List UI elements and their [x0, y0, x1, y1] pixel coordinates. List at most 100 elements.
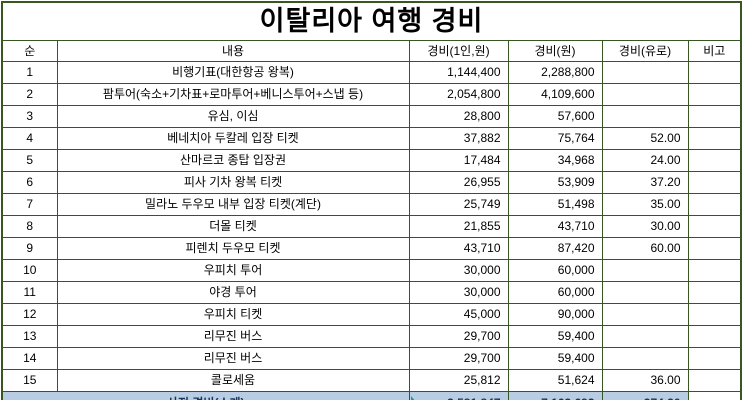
cell-desc[interactable]: 피렌치 두우모 티켓: [56, 237, 410, 260]
cell-cost-per-person[interactable]: 43,710: [408, 237, 509, 260]
header-cost-per-person[interactable]: 경비(1인,원): [408, 40, 509, 62]
cell-desc[interactable]: 야경 투어: [56, 281, 410, 304]
cell-cost-euro[interactable]: [601, 83, 689, 106]
cell-cost-won[interactable]: 2,288,800: [507, 61, 603, 84]
cell-cost-won[interactable]: 90,000: [507, 303, 603, 326]
cell-cost-won[interactable]: 60,000: [507, 281, 603, 304]
cell-cost-euro[interactable]: [601, 259, 689, 282]
cell-no[interactable]: 13: [1, 325, 58, 348]
cell-no[interactable]: 2: [1, 83, 58, 106]
header-cost-won[interactable]: 경비(원): [507, 40, 603, 62]
cell-cost-per-person[interactable]: 25,749: [408, 193, 509, 216]
cell-desc[interactable]: 산마르코 종탑 입장권: [56, 149, 410, 172]
cell-cost-euro[interactable]: 30.00: [601, 215, 689, 238]
cell-desc[interactable]: 리무진 버스: [56, 347, 410, 370]
cell-cost-euro[interactable]: 37.20: [601, 171, 689, 194]
cell-cost-euro[interactable]: 24.00: [601, 149, 689, 172]
cell-cost-per-person[interactable]: 25,812: [408, 369, 509, 392]
total-label[interactable]: 사전 경비(소계): [1, 391, 410, 400]
cell-cost-euro[interactable]: [601, 281, 689, 304]
cell-cost-won[interactable]: 59,400: [507, 347, 603, 370]
cell-cost-per-person[interactable]: 17,484: [408, 149, 509, 172]
cell-note[interactable]: [687, 303, 742, 326]
cell-no[interactable]: 4: [1, 127, 58, 150]
cell-cost-won[interactable]: 51,624: [507, 369, 603, 392]
cell-note[interactable]: [687, 347, 742, 370]
total-note[interactable]: [687, 391, 742, 400]
cell-desc[interactable]: 피사 기차 왕복 티켓: [56, 171, 410, 194]
cell-note[interactable]: [687, 61, 742, 84]
cell-cost-euro[interactable]: [601, 105, 689, 128]
cell-cost-won[interactable]: 43,710: [507, 215, 603, 238]
cell-note[interactable]: [687, 193, 742, 216]
cell-desc[interactable]: 콜로세움: [56, 369, 410, 392]
cell-desc[interactable]: 베네치아 두칼레 입장 티켓: [56, 127, 410, 150]
cell-desc[interactable]: 비행기표(대한항공 왕복): [56, 61, 410, 84]
cell-note[interactable]: [687, 105, 742, 128]
cell-no[interactable]: 6: [1, 171, 58, 194]
cell-cost-euro[interactable]: 36.00: [601, 369, 689, 392]
cell-cost-euro[interactable]: [601, 347, 689, 370]
cell-cost-euro[interactable]: [601, 61, 689, 84]
cell-note[interactable]: [687, 149, 742, 172]
cell-cost-euro[interactable]: [601, 325, 689, 348]
cell-cost-euro[interactable]: [601, 303, 689, 326]
cell-cost-per-person[interactable]: 26,955: [408, 171, 509, 194]
cell-cost-per-person[interactable]: 28,800: [408, 105, 509, 128]
cell-cost-euro[interactable]: 35.00: [601, 193, 689, 216]
cell-note[interactable]: [687, 215, 742, 238]
cell-cost-euro[interactable]: 60.00: [601, 237, 689, 260]
cell-note[interactable]: [687, 281, 742, 304]
cell-cost-euro[interactable]: 52.00: [601, 127, 689, 150]
header-note[interactable]: 비고: [687, 40, 742, 62]
cell-no[interactable]: 1: [1, 61, 58, 84]
cell-cost-per-person[interactable]: 1,144,400: [408, 61, 509, 84]
cell-cost-per-person[interactable]: 29,700: [408, 325, 509, 348]
cell-note[interactable]: [687, 83, 742, 106]
cell-desc[interactable]: 우피치 티켓: [56, 303, 410, 326]
cell-note[interactable]: [687, 369, 742, 392]
header-cost-euro[interactable]: 경비(유로): [601, 40, 689, 62]
cell-cost-won[interactable]: 51,498: [507, 193, 603, 216]
total-cost-per-person[interactable]: 3,581,847: [408, 391, 509, 400]
cell-no[interactable]: 10: [1, 259, 58, 282]
cell-cost-won[interactable]: 57,600: [507, 105, 603, 128]
cell-cost-won[interactable]: 34,968: [507, 149, 603, 172]
cell-no[interactable]: 3: [1, 105, 58, 128]
cell-note[interactable]: [687, 171, 742, 194]
cell-cost-per-person[interactable]: 45,000: [408, 303, 509, 326]
cell-cost-per-person[interactable]: 30,000: [408, 259, 509, 282]
cell-cost-per-person[interactable]: 2,054,800: [408, 83, 509, 106]
cell-no[interactable]: 7: [1, 193, 58, 216]
cell-desc[interactable]: 팜투어(숙소+기차표+로마투어+베니스투어+스냅 등): [56, 83, 410, 106]
cell-desc[interactable]: 밀라노 두우모 내부 입장 티켓(계단): [56, 193, 410, 216]
cell-cost-per-person[interactable]: 29,700: [408, 347, 509, 370]
cell-no[interactable]: 5: [1, 149, 58, 172]
cell-no[interactable]: 11: [1, 281, 58, 304]
header-no[interactable]: 순: [1, 40, 58, 62]
total-cost-euro[interactable]: 274.20: [601, 391, 689, 400]
cell-no[interactable]: 8: [1, 215, 58, 238]
cell-cost-won[interactable]: 4,109,600: [507, 83, 603, 106]
cell-no[interactable]: 12: [1, 303, 58, 326]
header-desc[interactable]: 내용: [56, 40, 410, 62]
cell-note[interactable]: [687, 127, 742, 150]
cell-desc[interactable]: 더몰 티켓: [56, 215, 410, 238]
cell-cost-won[interactable]: 75,764: [507, 127, 603, 150]
cell-desc[interactable]: 리무진 버스: [56, 325, 410, 348]
cell-note[interactable]: [687, 325, 742, 348]
cell-note[interactable]: [687, 237, 742, 260]
cell-cost-won[interactable]: 59,400: [507, 325, 603, 348]
cell-desc[interactable]: 우피치 투어: [56, 259, 410, 282]
cell-cost-per-person[interactable]: 21,855: [408, 215, 509, 238]
cell-note[interactable]: [687, 259, 742, 282]
cell-no[interactable]: 9: [1, 237, 58, 260]
cell-cost-per-person[interactable]: 37,882: [408, 127, 509, 150]
cell-cost-won[interactable]: 53,909: [507, 171, 603, 194]
cell-cost-won[interactable]: 60,000: [507, 259, 603, 282]
cell-no[interactable]: 14: [1, 347, 58, 370]
cell-desc[interactable]: 유심, 이심: [56, 105, 410, 128]
total-cost-won[interactable]: 7,163,693: [507, 391, 603, 400]
cell-cost-won[interactable]: 87,420: [507, 237, 603, 260]
cell-cost-per-person[interactable]: 30,000: [408, 281, 509, 304]
